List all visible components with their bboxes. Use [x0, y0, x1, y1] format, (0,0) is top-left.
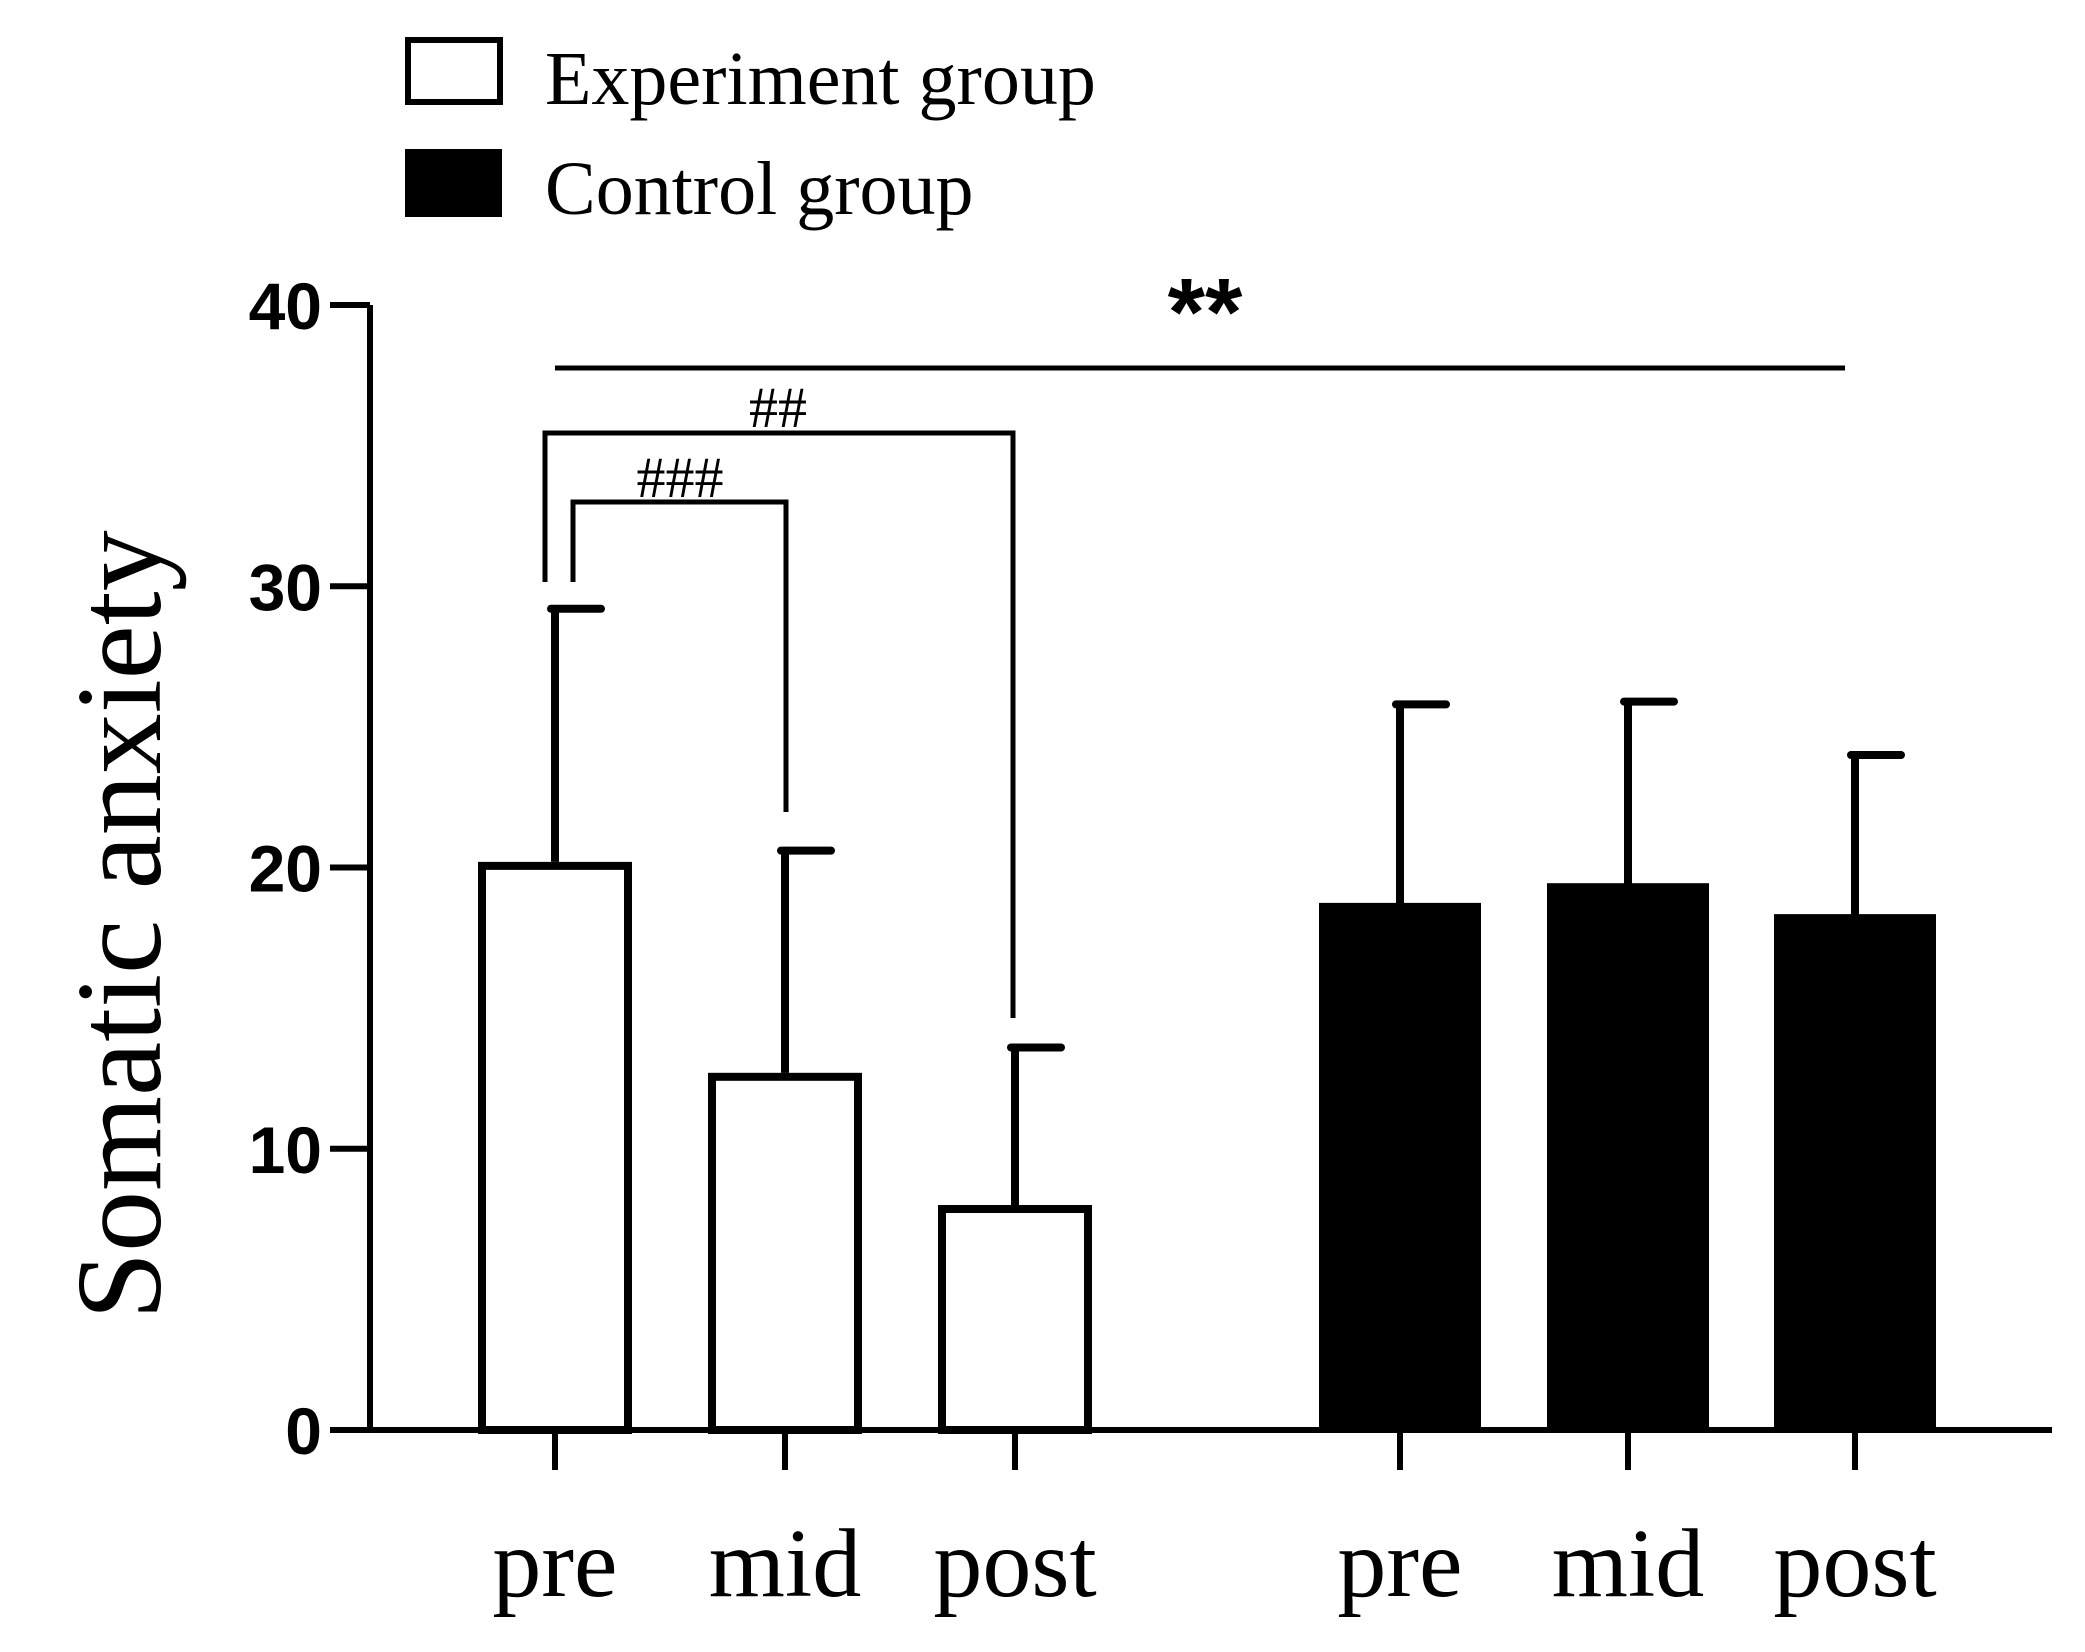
- pre-mid-bracket: [570, 499, 789, 812]
- y-axis-title: Somatic anxiety: [52, 530, 187, 1319]
- y-tick-label-10: 10: [249, 1113, 322, 1187]
- y-tick-label-0: 0: [285, 1394, 322, 1468]
- y-tick-label-40: 40: [249, 269, 322, 343]
- x-ticks: pre mid post pre mid post: [492, 1430, 1937, 1618]
- x-tick-label-control-mid: mid: [1552, 1510, 1704, 1618]
- pre-post-bracket: [542, 430, 1016, 1018]
- significance-annotations: ** ## ###: [542, 259, 1845, 1018]
- y-tick-label-30: 30: [249, 550, 322, 624]
- bar-experiment-mid: [708, 1072, 862, 1434]
- y-tick-label-20: 20: [249, 832, 322, 906]
- y-ticks: 0 10 20 30 40: [249, 269, 370, 1468]
- x-tick-label-control-pre: pre: [1337, 1510, 1462, 1618]
- legend-label-control: Control group: [545, 147, 974, 231]
- x-tick-label-experiment-pre: pre: [492, 1510, 617, 1618]
- x-tick-label-control-post: post: [1773, 1510, 1936, 1618]
- bar-control-post: [1774, 914, 1936, 1430]
- bar-experiment-post: [938, 1205, 1092, 1434]
- legend: Experiment group Control group: [405, 37, 1096, 231]
- bar-experiment-pre: [478, 861, 632, 1434]
- bars: [478, 861, 1936, 1434]
- pre-post-marker: ##: [749, 375, 807, 440]
- pre-mid-marker: ###: [637, 445, 724, 510]
- bar-control-pre: [1319, 902, 1481, 1430]
- legend-swatch-experiment: [405, 37, 503, 105]
- x-tick-label-experiment-post: post: [933, 1510, 1096, 1618]
- between-groups-marker: **: [1168, 259, 1243, 366]
- x-tick-label-experiment-mid: mid: [709, 1510, 861, 1618]
- legend-swatch-control: [405, 149, 502, 217]
- bar-control-mid: [1547, 883, 1709, 1430]
- error-bars: [547, 604, 1905, 1205]
- legend-label-experiment: Experiment group: [545, 37, 1096, 121]
